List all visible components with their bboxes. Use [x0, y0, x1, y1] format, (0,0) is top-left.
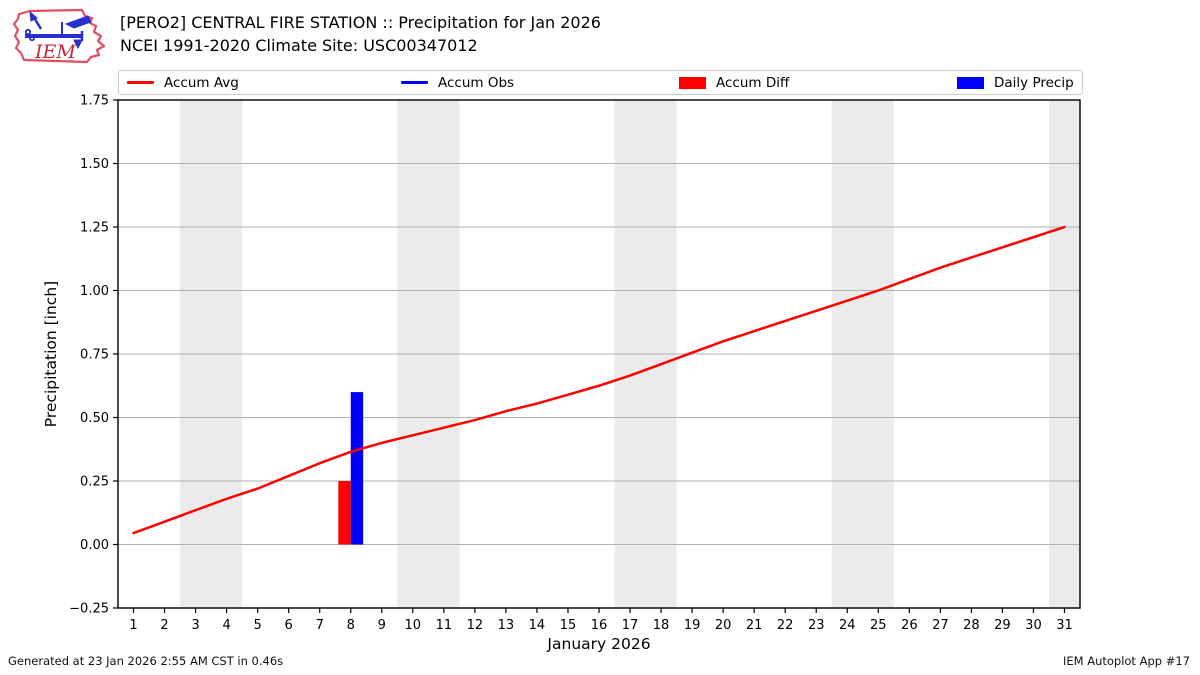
y-axis-label: Precipitation [inch]	[42, 281, 60, 427]
legend-label: Accum Diff	[716, 74, 790, 91]
y-tick-label: 0.75	[80, 348, 109, 363]
y-tick-label: 0.25	[80, 475, 109, 490]
x-tick-label: 2	[160, 618, 168, 633]
rect-swatch-icon	[679, 76, 706, 89]
legend: Accum Avg Accum Obs Accum Diff Daily Precip	[118, 70, 1083, 95]
line-swatch-icon	[401, 81, 428, 84]
x-tick-label: 19	[684, 618, 701, 633]
legend-item-accum-diff: Accum Diff	[679, 71, 789, 94]
daily-precip-bar	[350, 392, 364, 545]
x-tick-label: 14	[529, 618, 546, 633]
x-tick-label: 22	[777, 618, 794, 633]
x-tick-label: 25	[870, 618, 887, 633]
x-tick-label: 12	[467, 618, 484, 633]
lines	[132, 225, 1066, 535]
x-tick-label: 4	[222, 618, 230, 633]
x-tick-label: 23	[808, 618, 825, 633]
legend-item-accum-obs: Accum Obs	[401, 71, 514, 94]
accum-diff-bar	[338, 481, 351, 545]
x-tick-label: 1	[129, 618, 137, 633]
y-tick-label: 1.50	[80, 157, 109, 172]
logo-iem-text: IEM	[34, 41, 76, 63]
y-axis-ticks: −0.25 0.00 0.25 0.50 0.75 1.00 1.25 1.50 1.75	[69, 94, 118, 617]
x-tick-label: 3	[191, 618, 199, 633]
y-tick-label: 0.50	[80, 411, 109, 426]
x-tick-label: 18	[653, 618, 670, 633]
y-tick-label: 1.75	[80, 94, 109, 109]
x-tick-label: 16	[591, 618, 608, 633]
x-tick-label: 21	[746, 618, 763, 633]
y-tick-label: 0.00	[80, 538, 109, 553]
legend-item-accum-avg: Accum Avg	[127, 71, 239, 94]
x-tick-label: 13	[498, 618, 515, 633]
x-tick-label: 17	[622, 618, 639, 633]
y-tick-label: 1.25	[80, 221, 109, 236]
x-tick-label: 24	[839, 618, 856, 633]
chart-subtitle: NCEI 1991-2020 Climate Site: USC00347012	[120, 36, 478, 55]
generated-at-text: Generated at 23 Jan 2026 2:55 AM CST in …	[8, 654, 284, 668]
chart-title: [PERO2] CENTRAL FIRE STATION :: Precipit…	[120, 13, 601, 32]
x-tick-label: 29	[994, 618, 1011, 633]
x-tick-label: 15	[560, 618, 577, 633]
line-swatch-icon	[127, 81, 154, 84]
rect-swatch-icon	[957, 76, 984, 89]
x-tick-label: 10	[405, 618, 422, 633]
x-tick-label: 20	[715, 618, 732, 633]
bars	[338, 392, 364, 545]
x-axis-ticks: 1 2 3 4 5 6 7 8 9 10 11 12 13 14 15 16 17 18 19 20 21 22 23 24 2…	[129, 608, 1073, 633]
accum-avg-line	[132, 225, 1066, 535]
y-gridlines	[118, 163, 1080, 545]
x-tick-label: 27	[932, 618, 949, 633]
x-axis-label: January 2026	[546, 635, 650, 653]
y-tick-label: 1.00	[80, 284, 109, 299]
x-tick-label: 26	[901, 618, 918, 633]
legend-label: Accum Avg	[164, 74, 239, 91]
x-tick-label: 11	[436, 618, 453, 633]
iem-logo: IEM	[12, 8, 106, 64]
weather-vane-icon	[24, 10, 92, 50]
app-id-text: IEM Autoplot App #17	[1062, 654, 1190, 668]
x-tick-label: 5	[254, 618, 262, 633]
x-tick-label: 8	[347, 618, 355, 633]
x-tick-label: 7	[316, 618, 324, 633]
x-tick-label: 9	[378, 618, 386, 633]
legend-item-daily-precip: Daily Precip	[957, 71, 1074, 94]
x-tick-label: 6	[285, 618, 293, 633]
y-tick-label: −0.25	[69, 602, 109, 617]
title-block: [PERO2] CENTRAL FIRE STATION :: Precipit…	[120, 11, 601, 57]
legend-label: Daily Precip	[994, 74, 1074, 91]
x-tick-label: 31	[1056, 618, 1073, 633]
legend-label: Accum Obs	[438, 74, 515, 91]
x-tick-label: 28	[963, 618, 980, 633]
x-tick-label: 30	[1025, 618, 1042, 633]
